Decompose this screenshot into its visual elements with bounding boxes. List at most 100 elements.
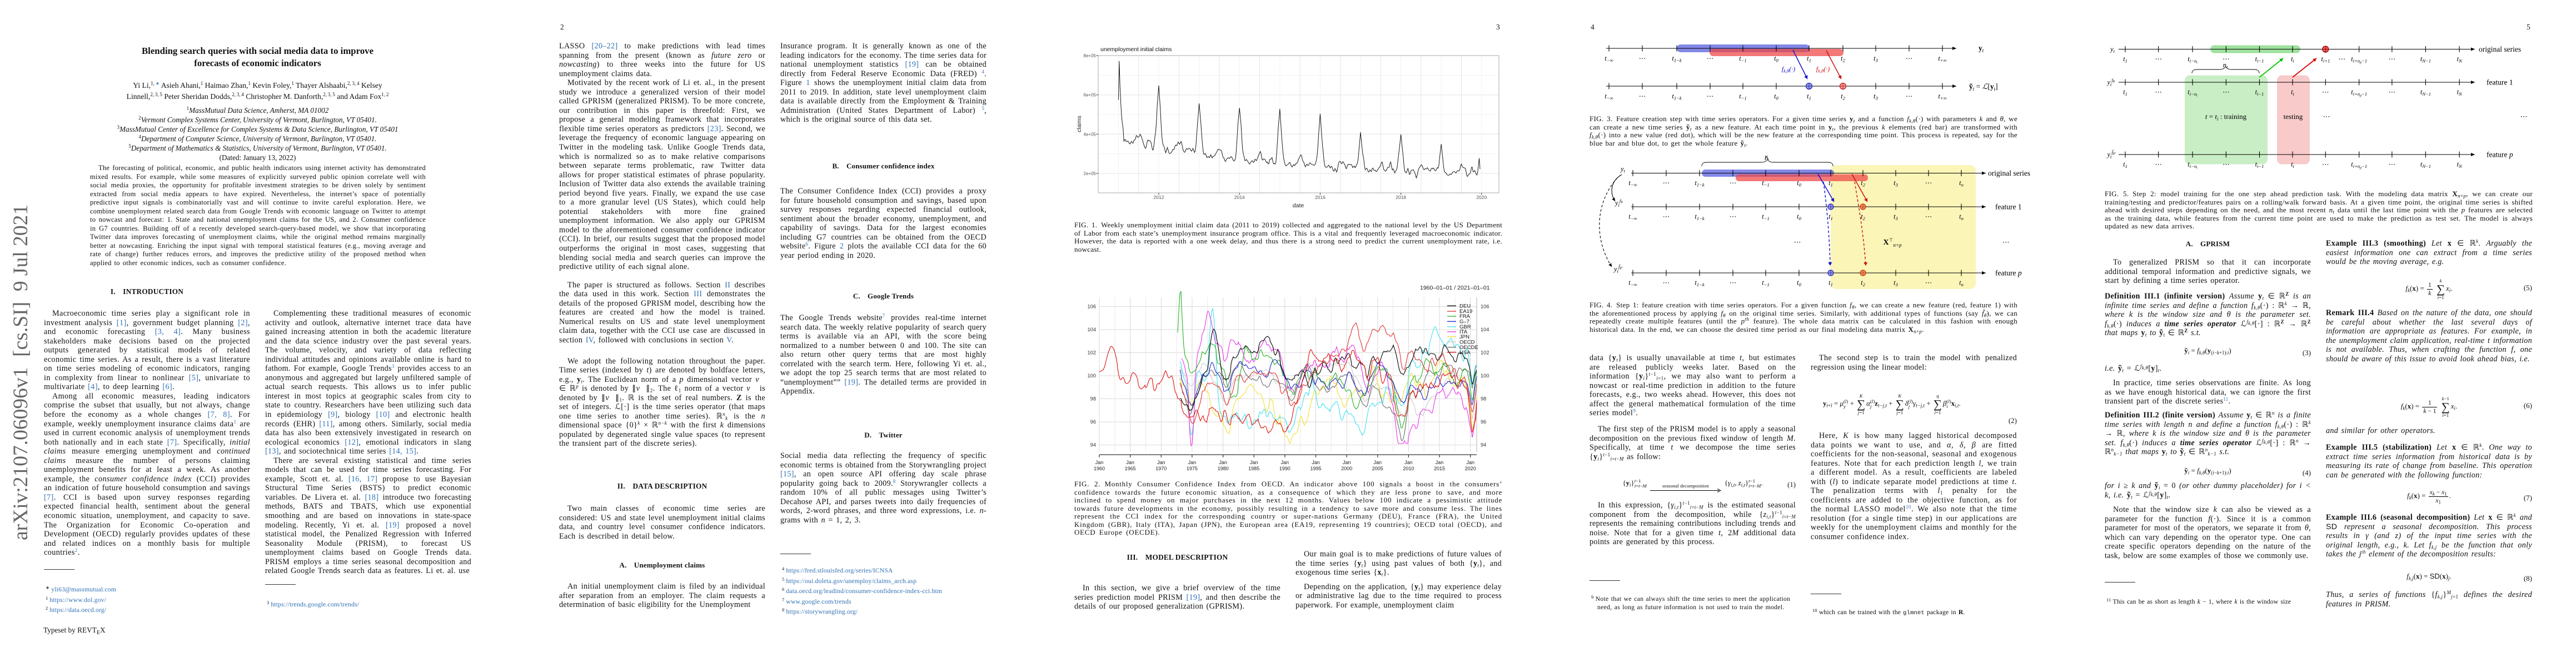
svg-text:OECDE: OECDE [1459,345,1478,351]
svg-text:t−∞: t−∞ [1628,179,1637,188]
svg-text:⋯: ⋯ [1906,92,1913,100]
svg-text:⋯: ⋯ [2389,88,2396,96]
svg-text:⋯: ⋯ [2155,55,2162,63]
svg-text:2015: 2015 [1434,466,1445,471]
svg-text:1990: 1990 [1279,466,1291,471]
svg-text:2e+05: 2e+05 [1084,171,1097,176]
svg-text:⋯: ⋯ [2002,238,2010,246]
svg-text:102: 102 [1087,350,1096,356]
svg-text:1960: 1960 [1094,466,1105,471]
svg-text:ti+np−1: ti+np−1 [2351,55,2367,64]
svg-text:ti: ti [2291,88,2294,97]
svg-text:t3: t3 [1874,92,1878,101]
svg-text:100: 100 [1481,373,1489,379]
svg-text:t−∞: t−∞ [1605,54,1613,63]
svg-text:USA: USA [1459,350,1471,356]
svg-text:fk,θ(·): fk,θ(·) [1782,65,1795,74]
svg-text:ytfθ: ytfθ [2106,77,2115,87]
svg-text:⋯: ⋯ [1639,54,1646,62]
svg-text:1995: 1995 [1310,466,1321,471]
svg-text:t−∞: t−∞ [1628,213,1637,222]
svg-text:Jan: Jan [1095,460,1104,465]
svg-text:feature p: feature p [1995,269,2022,277]
svg-text:106: 106 [1087,304,1096,310]
svg-text:ti+np−1: ti+np−1 [2351,88,2367,98]
svg-text:t−1: t−1 [1762,279,1769,288]
svg-text:t2: t2 [1861,279,1865,288]
svg-text:⋯: ⋯ [2223,161,2230,168]
svg-text:1975: 1975 [1187,466,1198,471]
svg-text:ti−1: ti−1 [2255,55,2264,64]
svg-text:K: K [1764,156,1770,161]
svg-text:⋯: ⋯ [2322,88,2329,96]
svg-text:tN: tN [2457,88,2463,97]
svg-text:date: date [1293,202,1304,209]
svg-text:2018: 2018 [1396,195,1406,200]
svg-text:FRA: FRA [1459,313,1471,320]
svg-text:Jan: Jan [1157,460,1165,465]
svg-text:JPN: JPN [1459,334,1469,340]
svg-text:t0: t0 [1774,92,1778,101]
svg-text:⋯: ⋯ [1925,279,1932,287]
svg-text:Jan: Jan [1188,460,1197,465]
svg-text:2016: 2016 [1315,195,1326,200]
svg-text:⋯: ⋯ [1730,179,1737,187]
svg-text:t3: t3 [1894,213,1898,222]
svg-text:98: 98 [1481,396,1486,402]
svg-text:Jan: Jan [1312,460,1320,465]
svg-text:t1: t1 [2123,55,2127,64]
svg-text:feature 1: feature 1 [1995,203,2022,211]
svg-text:t2: t2 [1841,54,1845,63]
svg-text:⋯: ⋯ [2223,88,2230,96]
svg-text:⋯: ⋯ [1730,213,1737,221]
svg-text:t = ti : training: t = ti : training [2205,112,2247,122]
svg-text:ytf̃θ̃: ytf̃θ̃ [1613,264,1623,274]
svg-text:t1−k: t1−k [1695,213,1704,222]
svg-text:t1−k: t1−k [1672,54,1681,63]
svg-text:1960–01–01 / 2021–01–01: 1960–01–01 / 2021–01–01 [1420,285,1490,291]
svg-text:102: 102 [1481,350,1489,356]
svg-text:t1: t1 [1807,92,1811,101]
svg-text:⋯: ⋯ [1794,238,1801,246]
svg-text:Jan: Jan [1219,460,1227,465]
svg-text:ti+np−1: ti+np−1 [2351,161,2367,170]
svg-text:GBR: GBR [1459,324,1471,330]
svg-text:t1−k: t1−k [1695,179,1704,188]
svg-text:⋯: ⋯ [2155,88,2162,96]
svg-text:Jan: Jan [1374,460,1382,465]
svg-text:Jan: Jan [1126,460,1134,465]
svg-text:94: 94 [1481,442,1486,448]
svg-text:2020: 2020 [1476,195,1487,200]
svg-text:yt: yt [1620,165,1626,174]
svg-text:2020: 2020 [1465,466,1476,471]
svg-text:8e+05: 8e+05 [1084,53,1097,58]
svg-text:t−∞: t−∞ [1628,279,1637,288]
svg-text:⋯: ⋯ [1639,92,1646,100]
svg-text:yt: yt [2109,46,2115,54]
svg-text:6e+05: 6e+05 [1084,93,1097,98]
svg-text:Jan: Jan [1343,460,1351,465]
svg-text:t3: t3 [1894,279,1898,288]
svg-text:96: 96 [1481,419,1486,425]
svg-text:104: 104 [1087,327,1096,332]
svg-text:⋯: ⋯ [2389,55,2396,63]
svg-text:1965: 1965 [1125,466,1136,471]
svg-text:tN−1: tN−1 [2420,88,2431,97]
svg-text:⋯: ⋯ [2520,112,2528,121]
svg-text:tn: tn [1959,213,1964,222]
svg-text:96: 96 [1090,419,1096,425]
svg-text:⋯: ⋯ [2323,112,2330,121]
svg-text:tN−1: tN−1 [2420,161,2431,170]
svg-text:94: 94 [1090,442,1096,448]
svg-text:t1: t1 [2123,161,2127,170]
svg-text:t2: t2 [1841,92,1845,101]
svg-text:t1−k: t1−k [1672,92,1681,101]
svg-text:⋯: ⋯ [2223,55,2230,63]
svg-text:t1: t1 [1828,179,1833,188]
svg-text:t0: t0 [1797,279,1801,288]
svg-text:⋯: ⋯ [1906,54,1913,62]
svg-text:2000: 2000 [1341,466,1352,471]
svg-text:ytf̃θ̃: ytf̃θ̃ [2106,150,2116,160]
svg-text:feature 1: feature 1 [2487,78,2513,87]
svg-text:t+∞: t+∞ [1938,54,1946,63]
